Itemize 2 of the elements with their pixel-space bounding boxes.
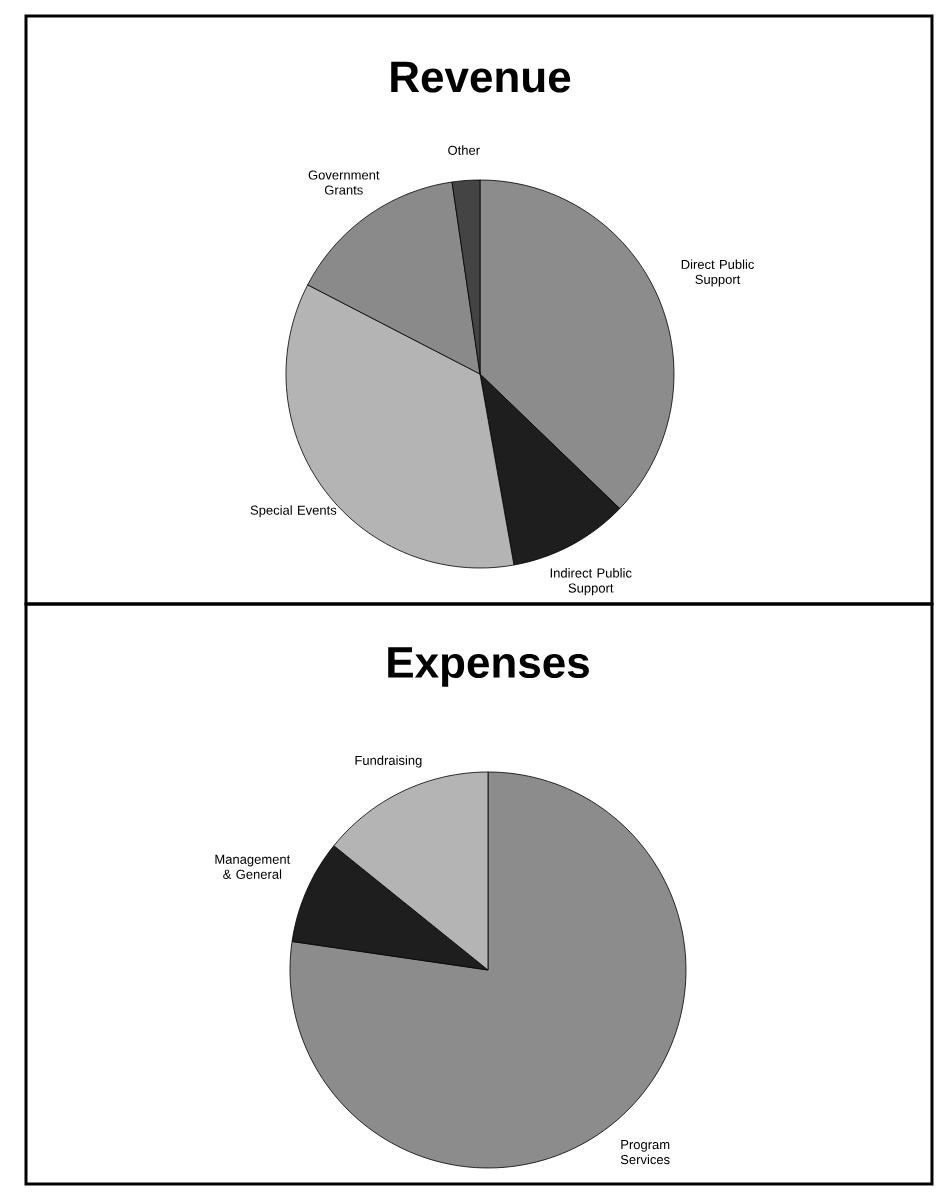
chart-title: Revenue [391,61,571,93]
chart-title: Expenses [388,647,589,687]
